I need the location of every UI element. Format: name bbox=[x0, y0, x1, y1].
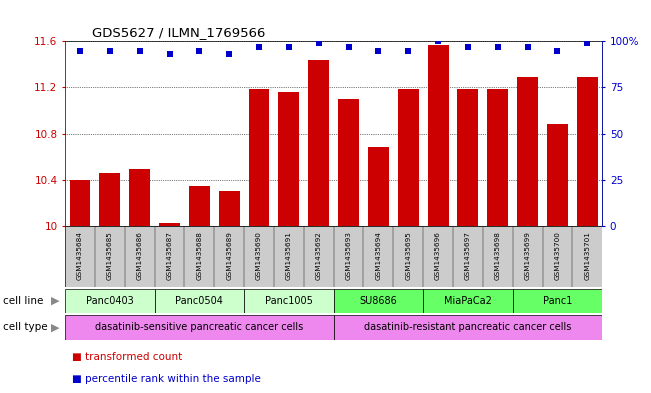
Bar bbox=[368, 147, 389, 226]
Bar bbox=[513, 289, 602, 313]
Text: GSM1435701: GSM1435701 bbox=[584, 231, 590, 280]
Text: GSM1435693: GSM1435693 bbox=[346, 231, 352, 280]
Point bbox=[75, 47, 85, 53]
Bar bbox=[65, 289, 155, 313]
Text: GSM1435694: GSM1435694 bbox=[376, 231, 381, 280]
Text: GSM1435686: GSM1435686 bbox=[137, 231, 143, 280]
Bar bbox=[458, 88, 478, 226]
Text: GSM1435692: GSM1435692 bbox=[316, 231, 322, 280]
Bar bbox=[488, 88, 508, 226]
Point bbox=[105, 47, 115, 53]
Point bbox=[582, 40, 592, 46]
Bar bbox=[219, 191, 240, 226]
Point bbox=[343, 44, 353, 50]
Point bbox=[463, 44, 473, 50]
Bar bbox=[159, 222, 180, 226]
Bar bbox=[244, 289, 334, 313]
Bar bbox=[155, 289, 244, 313]
Bar bbox=[517, 77, 538, 226]
Text: GSM1435695: GSM1435695 bbox=[405, 231, 411, 280]
Text: cell type: cell type bbox=[3, 322, 48, 332]
Text: GSM1435697: GSM1435697 bbox=[465, 231, 471, 280]
Text: GSM1435696: GSM1435696 bbox=[435, 231, 441, 280]
Bar bbox=[279, 92, 299, 226]
Text: GSM1435699: GSM1435699 bbox=[525, 231, 531, 280]
Text: GSM1435687: GSM1435687 bbox=[167, 231, 173, 280]
Text: dasatinib-resistant pancreatic cancer cells: dasatinib-resistant pancreatic cancer ce… bbox=[364, 322, 572, 332]
Point bbox=[224, 51, 234, 57]
Point bbox=[254, 44, 264, 50]
Text: GSM1435684: GSM1435684 bbox=[77, 231, 83, 280]
Text: cell line: cell line bbox=[3, 296, 44, 306]
Point bbox=[493, 44, 503, 50]
Text: GSM1435689: GSM1435689 bbox=[226, 231, 232, 280]
Point bbox=[284, 44, 294, 50]
Text: ▶: ▶ bbox=[51, 322, 60, 332]
Point bbox=[194, 47, 204, 53]
Point bbox=[135, 47, 145, 53]
Text: Panc1005: Panc1005 bbox=[265, 296, 313, 306]
Bar bbox=[338, 99, 359, 226]
Text: MiaPaCa2: MiaPaCa2 bbox=[444, 296, 492, 306]
Bar bbox=[249, 88, 270, 226]
Point bbox=[522, 44, 533, 50]
Point bbox=[314, 40, 324, 46]
Bar bbox=[189, 185, 210, 226]
Text: ■ transformed count: ■ transformed count bbox=[72, 352, 182, 362]
Text: dasatinib-sensitive pancreatic cancer cells: dasatinib-sensitive pancreatic cancer ce… bbox=[95, 322, 303, 332]
Bar bbox=[70, 180, 90, 226]
Bar bbox=[334, 315, 602, 340]
Bar bbox=[65, 315, 334, 340]
Bar bbox=[398, 88, 419, 226]
Point bbox=[403, 47, 413, 53]
Bar bbox=[577, 77, 598, 226]
Text: GSM1435685: GSM1435685 bbox=[107, 231, 113, 280]
Text: GSM1435690: GSM1435690 bbox=[256, 231, 262, 280]
Point bbox=[373, 47, 383, 53]
Bar bbox=[65, 226, 602, 287]
Text: Panc0403: Panc0403 bbox=[86, 296, 133, 306]
Point bbox=[433, 38, 443, 44]
Bar bbox=[547, 124, 568, 226]
Text: Panc0504: Panc0504 bbox=[175, 296, 223, 306]
Point bbox=[552, 47, 562, 53]
Text: ■ percentile rank within the sample: ■ percentile rank within the sample bbox=[72, 374, 260, 384]
Text: GDS5627 / ILMN_1769566: GDS5627 / ILMN_1769566 bbox=[92, 26, 266, 39]
Text: ▶: ▶ bbox=[51, 296, 60, 306]
Bar bbox=[309, 60, 329, 226]
Bar bbox=[428, 45, 449, 226]
Bar bbox=[130, 169, 150, 226]
Text: GSM1435688: GSM1435688 bbox=[197, 231, 202, 280]
Text: GSM1435691: GSM1435691 bbox=[286, 231, 292, 280]
Text: Panc1: Panc1 bbox=[543, 296, 572, 306]
Point bbox=[164, 51, 174, 57]
Bar bbox=[100, 173, 120, 226]
Text: SU8686: SU8686 bbox=[359, 296, 397, 306]
Text: GSM1435700: GSM1435700 bbox=[555, 231, 561, 280]
Text: GSM1435698: GSM1435698 bbox=[495, 231, 501, 280]
Bar bbox=[423, 289, 513, 313]
Bar bbox=[334, 289, 423, 313]
